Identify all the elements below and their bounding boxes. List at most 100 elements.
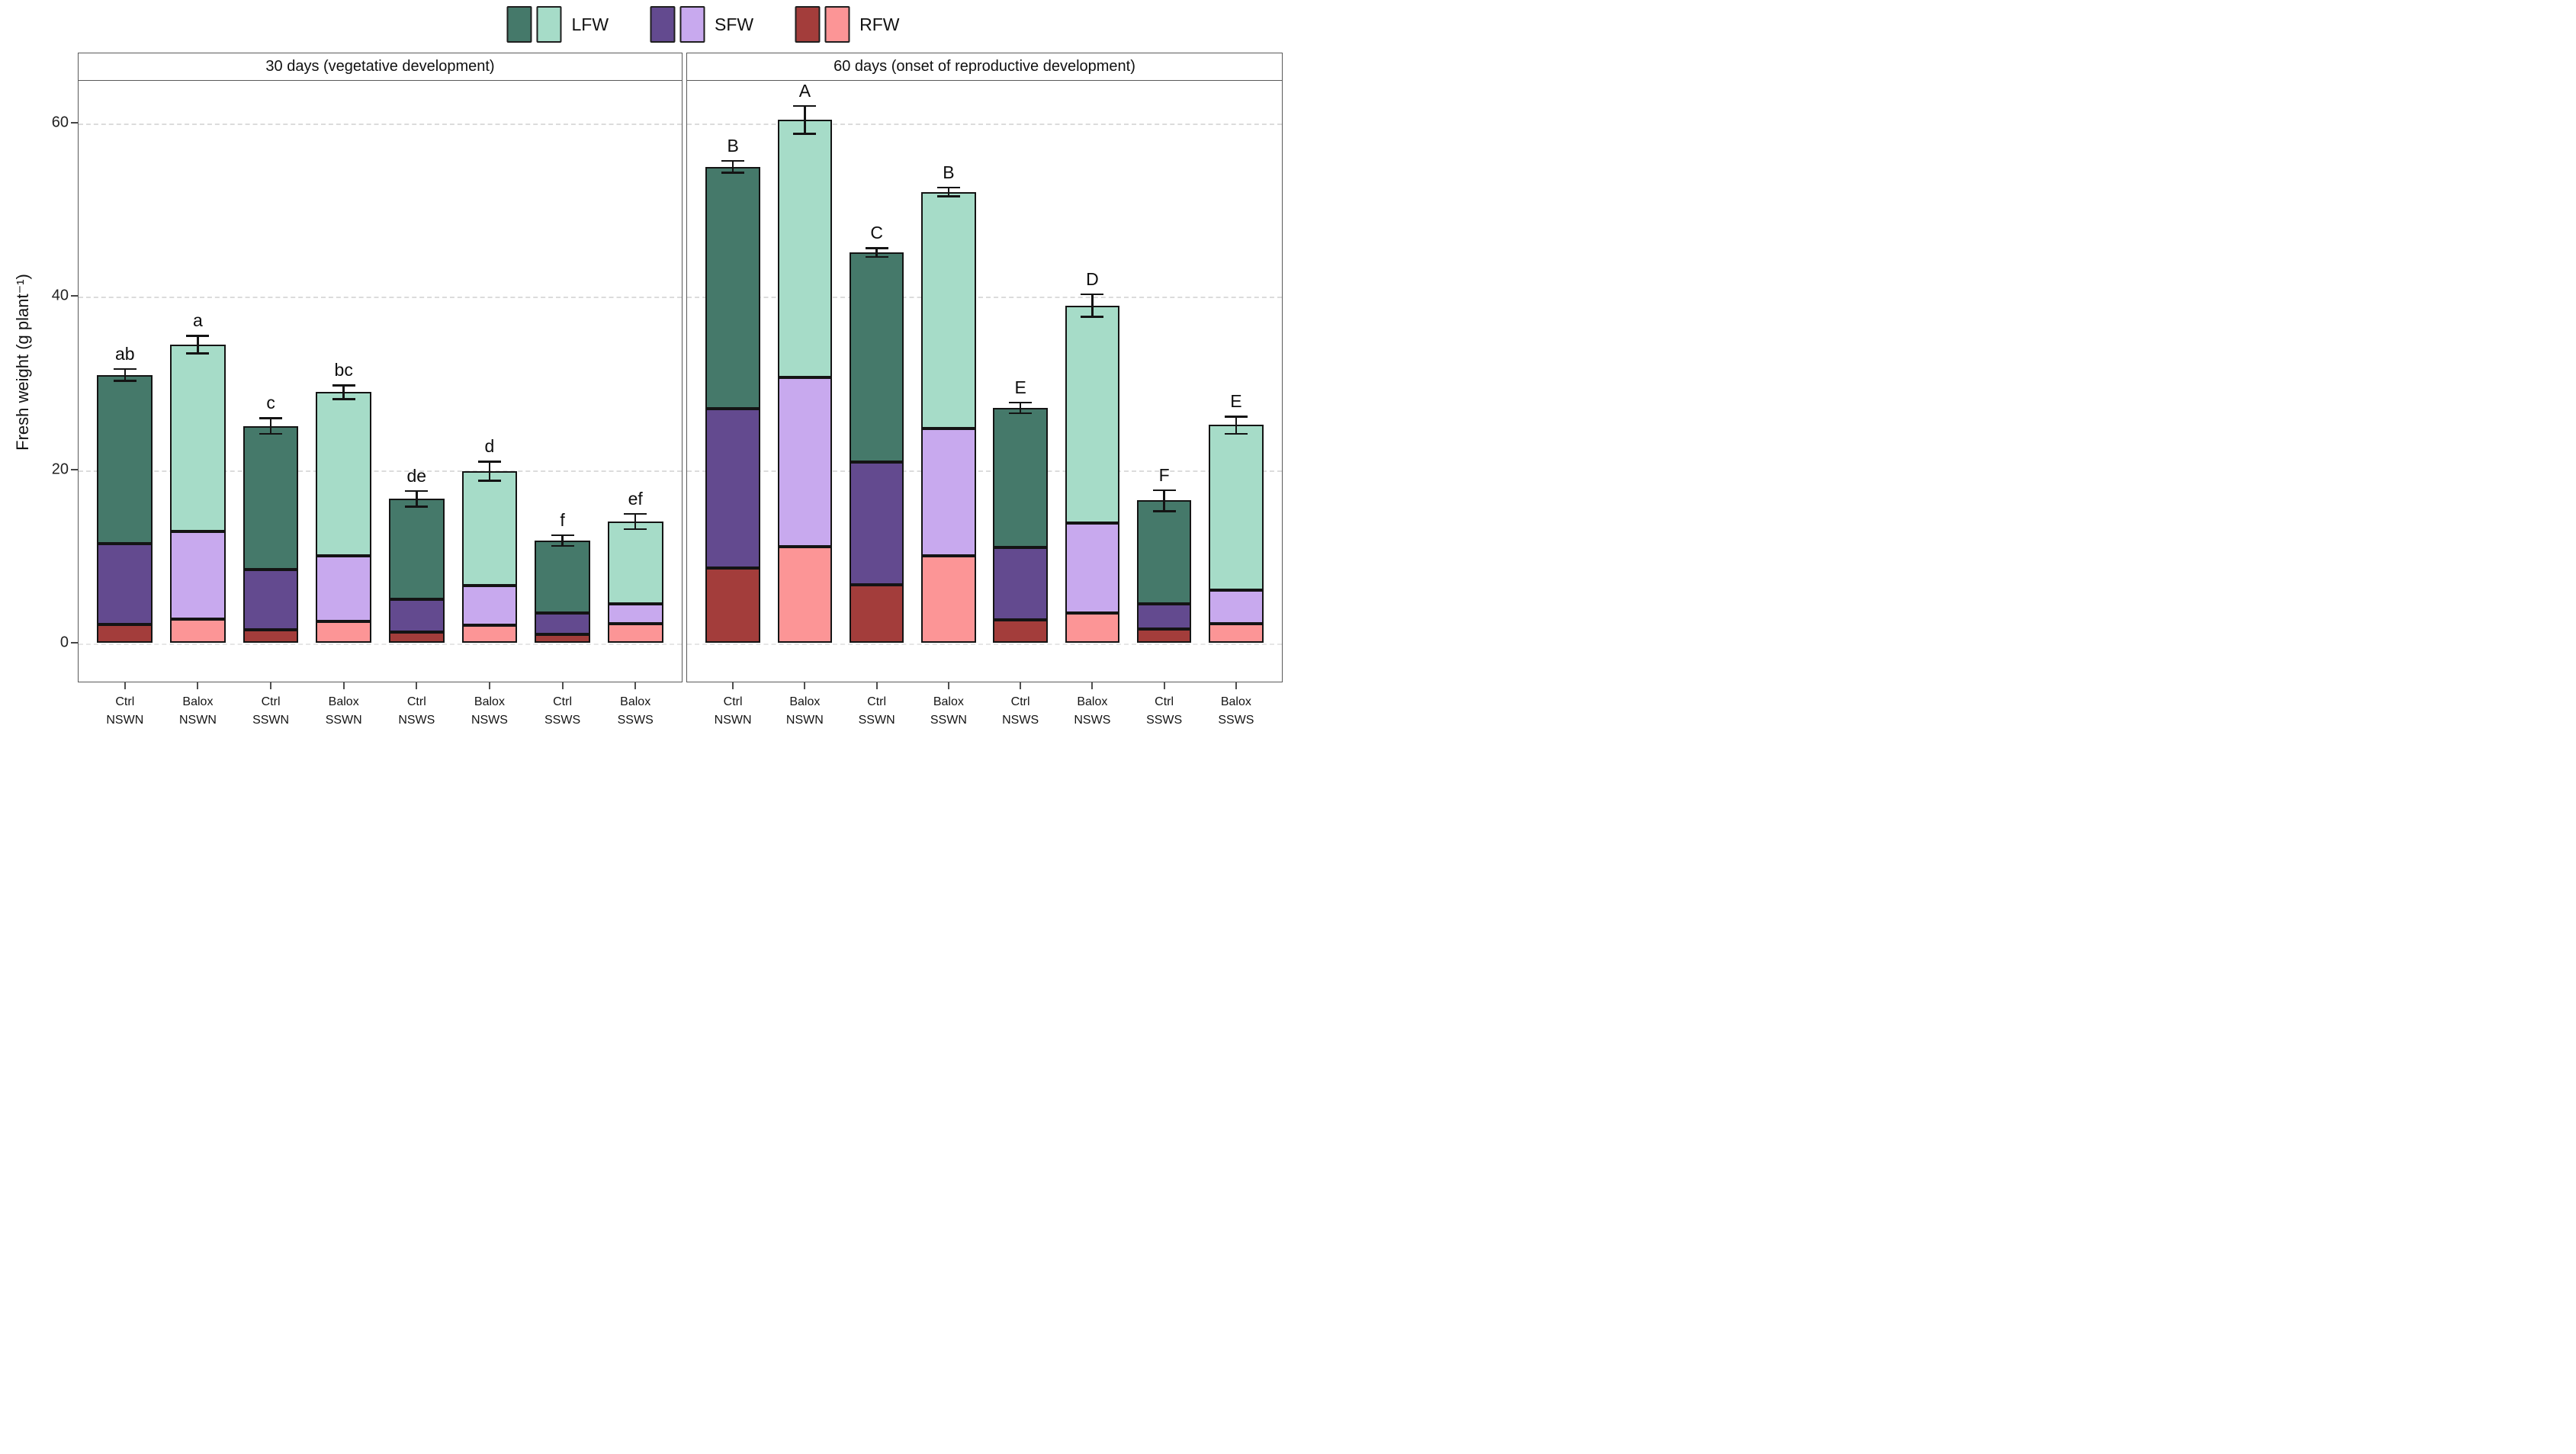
bar-segment-lfw-ctrl-nswn — [705, 166, 760, 409]
x-label-regime: NSWN — [178, 714, 217, 727]
x-axis-label-balox-ssws: Balox SSWS — [1218, 693, 1254, 730]
error-bar-cap-top — [1152, 489, 1176, 492]
error-bar-cap-bottom — [721, 172, 745, 174]
bar-segment-lfw-balox-nswn — [777, 120, 833, 377]
legend-swatch-light-rfw — [824, 6, 850, 43]
legend-swatch-light-sfw — [679, 6, 705, 43]
x-tick-mark — [270, 682, 272, 689]
error-bar-line — [1091, 294, 1094, 317]
y-tick-mark-20 — [71, 468, 78, 470]
bar-segment-lfw-ctrl-nsws — [993, 407, 1048, 547]
legend-swatch-light-lfw — [536, 6, 562, 43]
significance-letter: d — [484, 436, 495, 457]
bar-segment-sfw-balox-ssws — [1209, 589, 1264, 624]
error-bar-cap-top — [113, 368, 137, 371]
error-bar-cap-bottom — [1081, 316, 1104, 318]
bar-segment-sfw-ctrl-nswn — [97, 544, 153, 625]
stacked-bar-figure: LFW SFW RFW Fresh weight (g plant⁻¹) 0 20 40… — [0, 0, 1288, 732]
significance-letter: c — [266, 393, 275, 413]
x-label-regime: SSWS — [1146, 714, 1183, 727]
legend-label-sfw: SFW — [715, 14, 754, 34]
gridline-y-20 — [687, 470, 1282, 472]
panel-30-days: 30 days (vegetative development) — [78, 53, 683, 682]
bar-segment-lfw-balox-ssws — [1209, 425, 1264, 590]
bar-segment-rfw-balox-ssws — [1209, 623, 1264, 643]
x-label-treatment: Balox — [620, 695, 651, 708]
bar-segment-sfw-ctrl-ssws — [1136, 603, 1192, 629]
bar-segment-lfw-ctrl-sswn — [243, 425, 299, 570]
significance-letter: ef — [628, 488, 643, 509]
x-label-treatment: Ctrl — [553, 695, 572, 708]
error-bar-cap-top — [1009, 401, 1033, 404]
panel-60-days: 60 days (onset of reproductive developme… — [686, 53, 1283, 682]
y-tick-label-20: 20 — [51, 461, 69, 477]
error-bar-cap-bottom — [551, 544, 574, 547]
error-bar-cap-bottom — [259, 432, 283, 435]
x-tick-mark — [732, 682, 734, 689]
bar-segment-lfw-ctrl-nswn — [97, 374, 153, 544]
bar-segment-rfw-ctrl-nswn — [97, 624, 153, 643]
bar-segment-rfw-balox-nswn — [170, 619, 226, 643]
error-bar-cap-bottom — [113, 380, 137, 382]
x-tick-mark — [416, 682, 418, 689]
legend-group-sfw: SFW — [650, 6, 753, 43]
legend-label-lfw: LFW — [571, 14, 609, 34]
y-tick-mark-60 — [71, 121, 78, 124]
y-tick-mark-40 — [71, 295, 78, 297]
error-bar-line — [804, 105, 806, 134]
x-label-treatment: Ctrl — [1155, 695, 1174, 708]
x-label-treatment: Ctrl — [867, 695, 887, 708]
error-bar-cap-top — [405, 489, 429, 493]
significance-letter: A — [798, 80, 811, 101]
error-bar-line — [875, 248, 878, 257]
x-axis-label-ctrl-nswn: Ctrl NSWN — [715, 693, 752, 730]
gridline-y-60 — [687, 123, 1282, 125]
significance-letter: a — [193, 310, 203, 331]
bar-segment-sfw-ctrl-nswn — [705, 408, 760, 569]
x-tick-mark — [1091, 682, 1094, 689]
x-label-regime: SSWS — [1218, 714, 1254, 727]
bar-segment-sfw-ctrl-nsws — [388, 599, 445, 633]
x-label-treatment: Ctrl — [1010, 695, 1030, 708]
bar-segment-rfw-balox-sswn — [921, 556, 976, 643]
x-label-regime: SSWN — [252, 714, 290, 727]
error-bar-line — [1019, 402, 1022, 413]
bar-segment-rfw-ctrl-ssws — [535, 634, 590, 643]
legend-swatch-dark-sfw — [650, 6, 676, 43]
x-axis-label-balox-nsws: Balox NSWS — [471, 693, 508, 730]
bar-segment-rfw-balox-nsws — [1065, 613, 1120, 643]
gridline-y-20 — [79, 470, 682, 472]
bar-segment-rfw-ctrl-nsws — [388, 632, 445, 643]
bar-segment-sfw-balox-nsws — [1065, 523, 1120, 614]
error-bar-cap-bottom — [936, 195, 960, 197]
x-label-treatment: Ctrl — [261, 695, 281, 708]
legend-group-lfw: LFW — [506, 6, 609, 43]
bar-segment-lfw-balox-ssws — [607, 521, 663, 604]
x-tick-mark — [342, 682, 345, 689]
bar-segment-lfw-balox-sswn — [921, 191, 976, 429]
x-tick-mark — [197, 682, 199, 689]
x-label-treatment: Ctrl — [723, 695, 743, 708]
error-bar-cap-top — [793, 104, 817, 108]
x-axis-label-balox-nsws: Balox NSWS — [1074, 693, 1110, 730]
x-label-regime: SSWN — [858, 714, 895, 727]
bar-segment-lfw-ctrl-sswn — [849, 252, 904, 463]
legend-label-rfw: RFW — [859, 14, 900, 34]
significance-letter: E — [1014, 377, 1026, 397]
error-bar-line — [947, 187, 950, 197]
x-axis-label-balox-sswn: Balox SSWN — [326, 693, 362, 730]
x-tick-mark — [947, 682, 949, 689]
legend-swatch-dark-lfw — [506, 6, 532, 43]
y-tick-mark-0 — [71, 642, 78, 644]
x-tick-mark — [561, 682, 564, 689]
x-label-regime: SSWS — [617, 714, 654, 727]
x-axis-label-ctrl-ssws: Ctrl SSWS — [1146, 693, 1182, 730]
x-tick-mark — [488, 682, 490, 689]
x-label-regime: SSWN — [325, 714, 362, 727]
error-bar-cap-top — [477, 461, 501, 463]
bar-segment-rfw-balox-nswn — [777, 546, 833, 643]
error-bar-cap-top — [721, 159, 745, 162]
panel-title-60-days: 60 days (onset of reproductive developme… — [687, 53, 1282, 81]
bar-segment-rfw-ctrl-sswn — [849, 584, 904, 643]
x-tick-mark — [124, 682, 126, 689]
